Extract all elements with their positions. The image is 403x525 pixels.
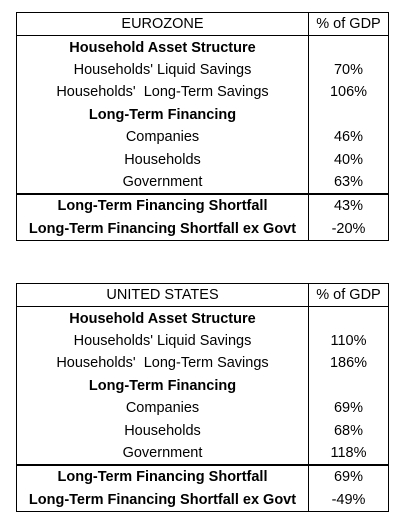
section-row: Household Asset Structure bbox=[16, 35, 389, 59]
eurozone-table: EUROZONE % of GDP Household Asset Struct… bbox=[16, 11, 389, 241]
table-row: Government 63% bbox=[16, 170, 389, 195]
row-value: -49% bbox=[308, 488, 389, 512]
section-row: Long-Term Financing bbox=[16, 374, 389, 397]
row-label: Households bbox=[16, 148, 309, 171]
shortfall-ex-govt-row: Long-Term Financing Shortfall ex Govt -4… bbox=[16, 488, 389, 512]
united-states-table: UNITED STATES % of GDP Household Asset S… bbox=[16, 282, 389, 512]
row-label: Households' Long-Term Savings bbox=[16, 81, 309, 104]
region-header: EUROZONE bbox=[16, 11, 309, 37]
row-value: 40% bbox=[308, 148, 389, 171]
row-value: 69% bbox=[308, 464, 389, 489]
table-row: Households 40% bbox=[16, 148, 389, 171]
row-value: -20% bbox=[308, 217, 389, 241]
row-label: Long-Term Financing Shortfall ex Govt bbox=[16, 217, 309, 241]
table-row: Companies 46% bbox=[16, 125, 389, 149]
section-label: Long-Term Financing bbox=[16, 103, 309, 126]
table-row: Households' Liquid Savings 70% bbox=[16, 58, 389, 82]
unit-header: % of GDP bbox=[308, 282, 389, 308]
row-value: 70% bbox=[308, 58, 389, 82]
section-row: Long-Term Financing bbox=[16, 103, 389, 126]
row-label: Companies bbox=[16, 125, 309, 149]
row-value bbox=[308, 35, 389, 59]
row-label: Households' Liquid Savings bbox=[16, 58, 309, 82]
table-row: Households' Liquid Savings 110% bbox=[16, 329, 389, 353]
shortfall-ex-govt-row: Long-Term Financing Shortfall ex Govt -2… bbox=[16, 217, 389, 241]
row-label: Long-Term Financing Shortfall bbox=[16, 193, 309, 218]
table-header-row: UNITED STATES % of GDP bbox=[16, 282, 389, 308]
row-value: 118% bbox=[308, 441, 389, 466]
row-value: 69% bbox=[308, 396, 389, 420]
row-value: 68% bbox=[308, 419, 389, 442]
row-value: 43% bbox=[308, 193, 389, 218]
row-value: 106% bbox=[308, 81, 389, 104]
table-header-row: EUROZONE % of GDP bbox=[16, 11, 389, 37]
row-label: Households bbox=[16, 419, 309, 442]
row-label: Long-Term Financing Shortfall bbox=[16, 464, 309, 489]
row-label: Households' Liquid Savings bbox=[16, 329, 309, 353]
row-label: Long-Term Financing Shortfall ex Govt bbox=[16, 488, 309, 512]
row-value bbox=[308, 374, 389, 397]
region-header: UNITED STATES bbox=[16, 282, 309, 308]
shortfall-row: Long-Term Financing Shortfall 69% bbox=[16, 464, 389, 489]
table-row: Government 118% bbox=[16, 441, 389, 466]
section-label: Household Asset Structure bbox=[16, 306, 309, 330]
row-value: 110% bbox=[308, 329, 389, 353]
row-value bbox=[308, 103, 389, 126]
row-label: Government bbox=[16, 441, 309, 466]
shortfall-row: Long-Term Financing Shortfall 43% bbox=[16, 193, 389, 218]
table-row: Households' Long-Term Savings 106% bbox=[16, 81, 389, 104]
section-label: Long-Term Financing bbox=[16, 374, 309, 397]
row-value: 46% bbox=[308, 125, 389, 149]
row-label: Companies bbox=[16, 396, 309, 420]
section-label: Household Asset Structure bbox=[16, 35, 309, 59]
row-label: Households' Long-Term Savings bbox=[16, 352, 309, 375]
row-value: 63% bbox=[308, 170, 389, 195]
row-value bbox=[308, 306, 389, 330]
table-row: Households 68% bbox=[16, 419, 389, 442]
table-row: Households' Long-Term Savings 186% bbox=[16, 352, 389, 375]
table-row: Companies 69% bbox=[16, 396, 389, 420]
row-value: 186% bbox=[308, 352, 389, 375]
row-label: Government bbox=[16, 170, 309, 195]
unit-header: % of GDP bbox=[308, 11, 389, 37]
section-row: Household Asset Structure bbox=[16, 306, 389, 330]
